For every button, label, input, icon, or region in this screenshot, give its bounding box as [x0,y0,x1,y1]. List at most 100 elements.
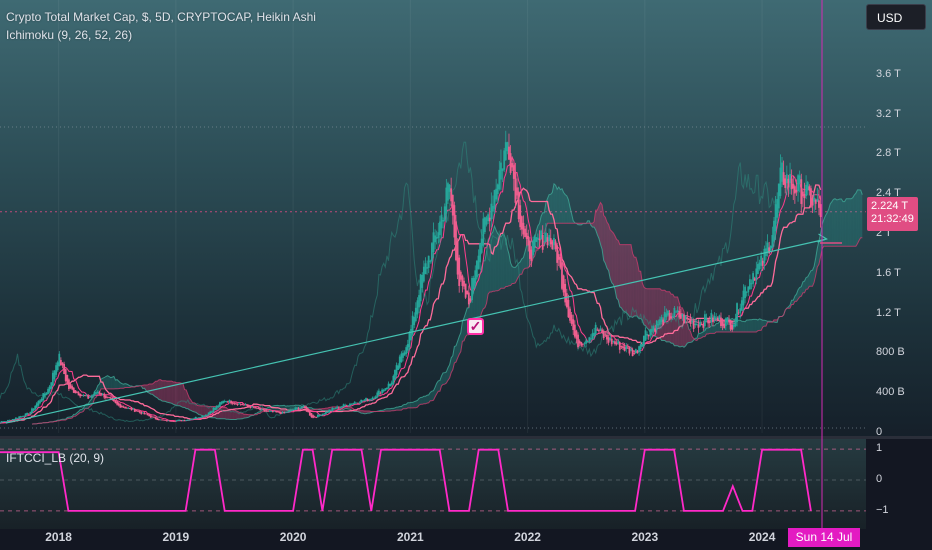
currency-button[interactable]: USD [866,4,926,30]
cloud-segment [170,381,172,404]
cloud-segment [634,257,636,316]
cloud-segment [688,329,691,343]
candle-body [400,353,403,363]
candle-body [636,351,639,353]
cloud-segment [504,234,506,289]
candle-body [406,344,409,351]
cloud-segment [282,405,285,411]
candle-body [580,342,583,346]
check-icon[interactable]: ✓ [467,318,484,335]
cloud-segment [847,198,850,247]
cloud-segment [825,213,827,247]
candle-body [394,369,396,380]
cloud-segment [597,206,599,239]
candle-body [339,407,342,408]
candle-body [577,334,579,348]
candle-body [429,260,432,262]
cloud-segment [859,189,861,241]
cloud-segment [545,198,548,228]
cloud-segment [115,379,118,389]
indicator-title[interactable]: IFTCCI_LB (20, 9) [6,451,105,465]
candle-body [570,314,573,324]
cloud-segment [391,408,394,411]
candle-body [506,142,509,152]
cloud-segment [700,332,702,339]
candle-body [275,411,278,413]
cloud-segment [616,239,619,301]
candle-body [276,411,279,413]
candle-body [37,400,40,406]
candle-body [726,317,729,323]
candle-body [691,321,693,322]
cloud-segment [737,320,739,332]
candle-body [551,241,554,250]
price-tick-label: 3.6 T [876,67,901,80]
candle-body [562,275,565,293]
candle-body [16,417,19,419]
cloud-segment [176,382,179,406]
cloud-segment [624,244,627,313]
cloud-segment [753,319,755,332]
cloud-segment [105,375,108,389]
candle-body [2,421,4,423]
candle-body [467,292,470,305]
candle-body [296,407,298,409]
price-tick-label: 2.8 T [876,147,901,160]
candle-body [74,390,77,394]
cloud-segment [598,202,601,245]
cloud-segment [478,274,481,318]
candle-body [374,396,377,399]
candle-body [728,319,730,321]
candle-body [223,401,226,402]
cloud-segment [738,320,741,332]
candle-body [774,204,777,232]
candle-body [662,319,665,326]
indicator-tick-label: −1 [876,503,889,516]
cloud-segment [749,319,752,332]
candle-body [633,352,636,354]
cloud-segment [759,318,762,331]
indicator-legend[interactable]: Ichimoku (9, 26, 52, 26) [6,28,133,42]
cloud-segment [711,325,713,334]
cloud-segment [740,320,742,332]
candle-body [527,235,530,246]
candle-body [651,328,653,333]
candle-body [646,333,649,336]
candle-body [485,217,488,225]
cloud-segment [703,330,705,337]
candle-body [283,412,286,414]
candle-body [188,419,191,421]
candle-body [368,399,371,400]
candle-body [395,365,398,375]
cloud-segment [203,405,206,417]
candle-body [705,318,708,321]
cloud-segment [685,322,688,346]
candle-body [578,340,581,344]
candle-body [631,349,634,357]
cloud-segment [611,231,614,285]
candle-body [501,168,504,172]
candle-body [676,310,679,313]
cloud-segment [836,199,839,247]
candle-body [135,410,138,412]
cloud-segment [846,198,848,247]
cloud-segment [555,185,558,224]
candle-body [141,412,144,414]
candle-body [103,393,106,398]
indicator-tick-label: 1 [876,442,883,455]
candle-body [345,405,348,407]
cloud-segment [537,223,540,251]
cloud-segment [746,320,749,332]
candle-body [516,187,518,196]
cloud-segment [605,217,607,269]
candle-body [758,262,761,269]
candle-body [514,172,517,203]
cloud-segment [645,288,648,329]
cloud-segment [160,379,163,401]
candle-body [424,263,427,275]
candle-body [591,333,594,340]
candle-body [548,235,551,242]
candle-body [55,365,57,375]
